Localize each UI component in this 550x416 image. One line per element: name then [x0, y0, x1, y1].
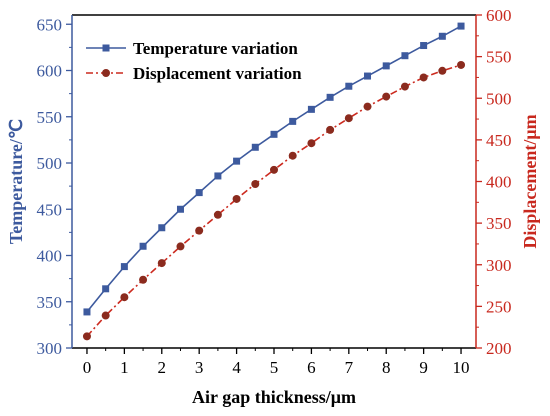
data-point-temperature	[251, 143, 259, 151]
data-point-displacement	[307, 139, 316, 148]
data-point-temperature	[401, 52, 409, 60]
data-point-displacement	[457, 60, 466, 69]
data-point-displacement	[288, 151, 297, 160]
y-right-tick-label: 300	[486, 256, 512, 275]
legend-marker-temperature	[102, 44, 110, 52]
data-point-temperature	[364, 72, 372, 80]
y-right-tick-label: 500	[486, 89, 512, 108]
x-tick-label: 5	[270, 358, 279, 377]
data-point-displacement	[120, 293, 129, 302]
y-left-tick-label: 400	[37, 247, 63, 266]
data-point-displacement	[344, 114, 353, 123]
series-line-displacement	[86, 64, 462, 337]
data-point-displacement	[157, 259, 166, 268]
data-point-temperature	[214, 172, 222, 180]
x-tick-label: 1	[120, 358, 129, 377]
data-point-temperature	[158, 224, 166, 232]
data-point-temperature	[195, 189, 203, 197]
y-right-tick-label: 400	[486, 173, 512, 192]
series-layer	[82, 22, 466, 341]
x-tick-label: 0	[83, 358, 92, 377]
y-left-tick-label: 350	[37, 293, 63, 312]
data-point-temperature	[139, 242, 147, 250]
x-tick-label: 3	[195, 358, 204, 377]
data-point-displacement	[363, 102, 372, 111]
x-tick-label: 6	[307, 358, 316, 377]
y-left-tick-label: 600	[37, 62, 63, 81]
y-left-tick-label: 300	[37, 339, 63, 358]
data-point-displacement	[270, 165, 278, 174]
y-left-tick-label: 450	[37, 200, 63, 219]
data-point-temperature	[438, 32, 446, 40]
data-point-temperature	[102, 285, 110, 293]
y-axis-left-title: Temperature/℃	[6, 119, 26, 244]
data-point-temperature	[345, 82, 353, 90]
data-point-displacement	[400, 82, 409, 91]
data-point-displacement	[251, 179, 260, 188]
data-point-temperature	[457, 22, 465, 30]
data-point-displacement	[139, 275, 148, 284]
y-axis-right-title: Displacement/μm	[520, 114, 540, 248]
y-right-tick-label: 450	[486, 131, 512, 150]
axes-layer: 0 1 2 3 4 5 6 7 8 9 10 300 350 400 450 500 550 600 650 200 2…	[37, 6, 512, 377]
x-tick-label: 4	[232, 358, 241, 377]
data-point-displacement	[326, 125, 335, 134]
y-right-tick-label: 350	[486, 214, 512, 233]
legend: Temperature variation Displacement varia…	[86, 39, 302, 83]
y-left-tick-label: 500	[37, 154, 63, 173]
data-point-temperature	[176, 205, 184, 213]
data-point-temperature	[120, 263, 128, 271]
legend-label-temperature: Temperature variation	[133, 39, 298, 58]
legend-label-displacement: Displacement variation	[133, 64, 302, 83]
data-point-displacement	[382, 92, 391, 101]
x-tick-label: 8	[382, 358, 391, 377]
x-axis-title: Air gap thickness/μm	[192, 387, 356, 407]
data-point-temperature	[420, 42, 428, 50]
y-right-tick-label: 200	[486, 339, 512, 358]
x-tick-label: 9	[419, 358, 428, 377]
x-tick-label: 10	[453, 358, 470, 377]
y-right-tick-label: 250	[486, 297, 512, 316]
data-point-displacement	[101, 311, 110, 320]
data-point-temperature	[326, 93, 334, 101]
y-left-tick-label: 550	[37, 108, 63, 127]
data-point-displacement	[419, 73, 428, 82]
data-point-temperature	[382, 62, 390, 70]
data-point-temperature	[289, 117, 297, 125]
data-point-displacement	[82, 332, 91, 341]
y-right-tick-label: 600	[486, 6, 512, 25]
x-tick-label: 2	[158, 358, 167, 377]
data-point-displacement	[232, 194, 241, 203]
y-left-tick-label: 650	[37, 15, 63, 34]
legend-marker-displacement	[102, 69, 110, 77]
data-point-displacement	[213, 210, 222, 219]
x-tick-label: 7	[345, 358, 354, 377]
y-right-tick-label: 550	[486, 48, 512, 67]
data-point-temperature	[270, 130, 278, 138]
data-point-displacement	[195, 226, 204, 235]
data-point-temperature	[233, 157, 241, 165]
data-point-displacement	[176, 242, 185, 251]
data-point-temperature	[83, 308, 91, 316]
data-point-temperature	[307, 105, 315, 113]
data-point-displacement	[438, 66, 447, 75]
